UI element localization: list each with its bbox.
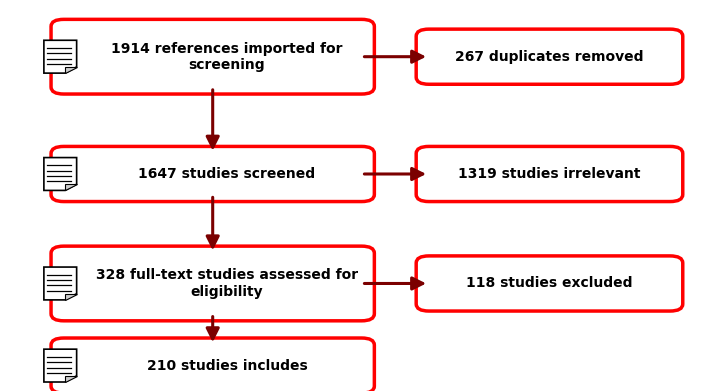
FancyBboxPatch shape	[416, 256, 683, 311]
Text: 1914 references imported for
screening: 1914 references imported for screening	[111, 41, 342, 72]
FancyBboxPatch shape	[416, 146, 683, 202]
Polygon shape	[65, 67, 77, 73]
Polygon shape	[44, 267, 77, 300]
Text: 210 studies includes: 210 studies includes	[147, 359, 307, 373]
Text: 1647 studies screened: 1647 studies screened	[138, 167, 316, 181]
Text: 1319 studies irrelevant: 1319 studies irrelevant	[458, 167, 641, 181]
Polygon shape	[65, 184, 77, 190]
Polygon shape	[44, 40, 77, 73]
Text: 328 full-text studies assessed for
eligibility: 328 full-text studies assessed for eligi…	[96, 268, 358, 299]
FancyBboxPatch shape	[51, 146, 374, 202]
Polygon shape	[44, 158, 77, 190]
FancyBboxPatch shape	[51, 19, 374, 94]
FancyBboxPatch shape	[51, 338, 374, 391]
Polygon shape	[65, 294, 77, 300]
Text: 267 duplicates removed: 267 duplicates removed	[455, 50, 644, 64]
FancyBboxPatch shape	[51, 246, 374, 321]
Polygon shape	[65, 376, 77, 382]
FancyBboxPatch shape	[416, 29, 683, 84]
Polygon shape	[44, 349, 77, 382]
Text: 118 studies excluded: 118 studies excluded	[467, 276, 632, 291]
